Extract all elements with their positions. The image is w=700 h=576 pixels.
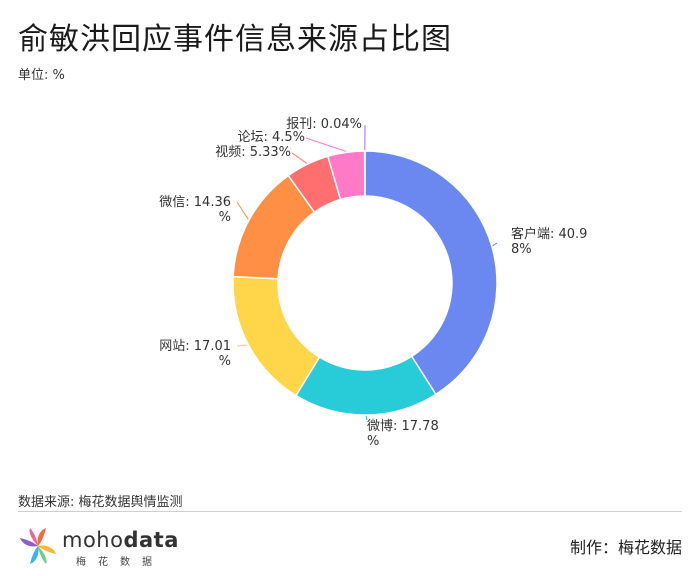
slice-label-5: 视频: 5.33% [215, 145, 291, 160]
pinwheel-logo-icon [20, 528, 56, 564]
chart-title: 俞敏洪回应事件信息来源占比图 [18, 22, 452, 57]
slice-label-4: 微信: 14.36% [159, 195, 231, 225]
leader-line-1 [492, 242, 498, 247]
slice-label-7: 报刊: 0.04% [286, 117, 362, 132]
data-source: 数据来源: 梅花数据舆情监测 [18, 495, 183, 510]
leader-line-4 [236, 201, 249, 220]
slice-1 [364, 150, 498, 396]
logo-subtitle: 梅花数据 [76, 557, 164, 568]
slice-3 [232, 275, 321, 397]
slice-label-3: 网站: 17.01% [159, 339, 231, 369]
unit-label: 单位: % [18, 68, 65, 83]
logo-wordmark: mohodata [62, 528, 179, 552]
footer-divider [18, 511, 682, 512]
slice-label-1: 客户端: 40.9 8% [511, 226, 587, 257]
leader-line-2 [365, 415, 368, 421]
slice-2 [294, 355, 437, 416]
slice-label-6: 论坛: 4.5% [237, 130, 305, 145]
leader-line-5 [291, 152, 308, 164]
leader-line-6 [305, 137, 347, 152]
leader-line-3 [236, 344, 248, 347]
slice-labels: 客户端: 40.9 8% 微博: 17.78 % 网站: 17.01 % 微信: 14.36… [159, 117, 587, 449]
maker-credit: 制作：梅花数据 [569, 538, 682, 557]
donut-chart: 客户端: 40.9 8% 微博: 17.78 % 网站: 17.01 % 微信: 14.36… [159, 117, 587, 449]
mohodata-logo: mohodata 梅花数据 [18, 524, 178, 568]
donut-slices [232, 150, 498, 416]
slice-label-2: 微博: 17.78% [367, 419, 439, 449]
leader-lines [236, 124, 498, 421]
